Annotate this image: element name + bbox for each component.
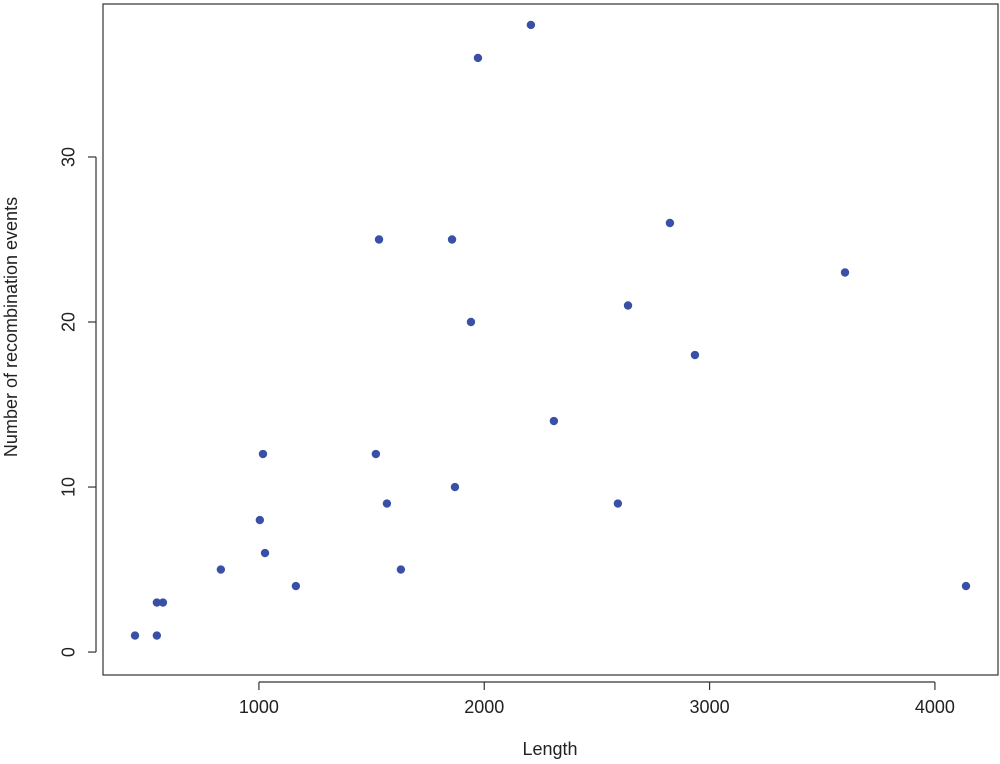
point (623, 301, 633, 310)
point (613, 499, 623, 508)
point (130, 631, 140, 640)
x-tick-label: 2000 (464, 697, 504, 717)
point (255, 515, 265, 525)
point (840, 268, 850, 277)
point (665, 218, 675, 228)
point (216, 565, 226, 574)
point (258, 449, 268, 459)
y-tick-label: 0 (59, 647, 79, 657)
plot-box (102, 3, 999, 676)
point (526, 20, 536, 30)
point (152, 598, 162, 607)
x-axis-title: Length (522, 739, 577, 759)
point (466, 317, 476, 327)
point (690, 350, 700, 360)
point (549, 416, 559, 426)
point (473, 53, 483, 63)
point (450, 482, 460, 492)
y-tick-label: 10 (59, 477, 79, 497)
point (447, 235, 457, 244)
point (291, 581, 301, 591)
point (158, 598, 168, 607)
point (152, 631, 162, 640)
point (396, 565, 406, 574)
point (371, 449, 381, 459)
y-tick-label: 30 (59, 147, 79, 167)
x-tick-label: 4000 (915, 697, 955, 717)
point (382, 499, 392, 508)
x-tick-label: 1000 (239, 697, 279, 717)
y-axis-title: Number of recombination events (1, 197, 21, 457)
y-tick-label: 20 (59, 312, 79, 332)
point (961, 581, 971, 591)
x-tick-label: 3000 (690, 697, 730, 717)
point (374, 235, 384, 244)
point (260, 548, 270, 558)
